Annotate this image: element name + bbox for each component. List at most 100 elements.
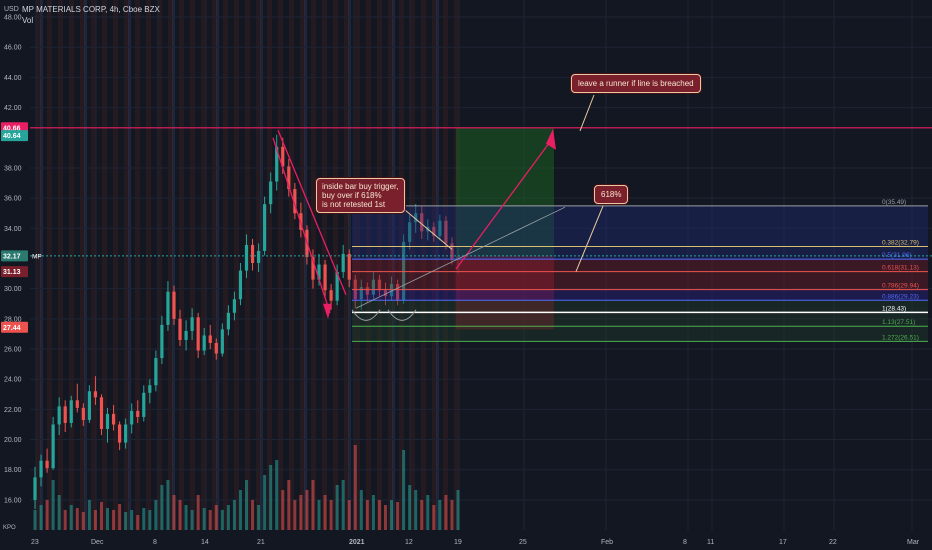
candle-body xyxy=(347,253,351,280)
volume-bar xyxy=(299,495,303,530)
candle-body xyxy=(63,406,67,423)
volume-bar xyxy=(166,480,170,530)
x-tick-label: 8 xyxy=(683,539,687,546)
fib-level-label: 0.618(31.13) xyxy=(882,265,919,272)
volume-bar xyxy=(136,515,140,530)
session-stripe xyxy=(388,0,393,530)
runner-note[interactable]: leave a runner if line is breached xyxy=(571,74,701,93)
volume-bar xyxy=(396,502,400,530)
volume-bar xyxy=(202,508,206,530)
fib-note-connector xyxy=(575,205,604,272)
candle-body xyxy=(130,410,134,425)
resistance-price-tag: 40.66 xyxy=(3,125,21,132)
x-tick-label: Dec xyxy=(91,539,104,546)
candle-body xyxy=(311,256,315,280)
candle-body xyxy=(178,318,182,340)
x-tick-label: 14 xyxy=(201,539,209,546)
candle-body xyxy=(263,204,267,251)
currency-label: USD xyxy=(4,6,19,13)
runner-note-connector xyxy=(579,94,595,132)
candle-body xyxy=(160,324,164,359)
volume-bar xyxy=(287,480,291,530)
volume-bar xyxy=(438,500,442,530)
volume-bar xyxy=(444,495,448,530)
volume-bar xyxy=(208,510,212,530)
y-tick-label: 18.00 xyxy=(4,467,22,474)
current-price-tag-bg xyxy=(1,250,28,262)
volume-bar xyxy=(45,500,49,530)
y-tick-label: 24.00 xyxy=(4,377,22,384)
volume-bar xyxy=(154,500,158,530)
candle-body xyxy=(118,424,122,443)
volume-bar xyxy=(81,512,85,530)
session-stripe xyxy=(113,0,118,530)
session-stripe xyxy=(366,0,371,530)
rising-trend-line xyxy=(355,206,566,309)
week-stripe xyxy=(172,0,175,530)
fib-618-note[interactable]: 618% xyxy=(594,185,629,204)
candle-body xyxy=(93,391,98,398)
volume-bar xyxy=(257,505,261,530)
session-stripe xyxy=(179,0,184,530)
volume-bar xyxy=(51,480,55,530)
candle-body xyxy=(136,410,140,417)
candle-body xyxy=(99,397,104,429)
trigger-note-line-1: inside bar buy trigger, xyxy=(322,182,399,191)
candle-body xyxy=(75,400,79,408)
volume-bar xyxy=(335,485,339,530)
candle-body xyxy=(124,424,128,443)
volume-bar xyxy=(232,500,236,530)
session-stripe xyxy=(355,0,360,530)
volume-bar xyxy=(353,445,357,530)
fib-618-note-text: 618% xyxy=(601,190,622,199)
volume-bar xyxy=(130,510,134,530)
candle-body xyxy=(450,243,454,259)
x-tick-label: 11 xyxy=(707,539,714,546)
volume-bar xyxy=(184,505,188,530)
trigger-note-line-3: is not retested 1st xyxy=(322,200,386,209)
y-tick-label: 30.00 xyxy=(4,286,22,293)
volume-bar xyxy=(329,500,333,530)
upper-price-tag-bg xyxy=(1,130,28,142)
y-tick-label: 16.00 xyxy=(4,497,22,504)
trigger-note[interactable]: inside bar buy trigger, buy over if 618%… xyxy=(316,178,405,213)
candle-body xyxy=(33,477,37,500)
candle-body xyxy=(371,279,375,295)
session-stripe xyxy=(344,0,349,530)
volume-bar xyxy=(196,495,200,530)
fib-band xyxy=(352,300,928,313)
volume-bar xyxy=(390,500,394,530)
runner-note-text: leave a runner if line is breached xyxy=(578,79,694,88)
stop-price-tag-bg xyxy=(1,266,28,278)
week-stripe xyxy=(128,0,131,530)
session-stripe xyxy=(289,0,294,530)
chart-header: MP MATERIALS CORP, 4h, Cboe BZX Vol xyxy=(22,4,160,26)
candle-body xyxy=(444,220,448,244)
candle-body xyxy=(414,213,418,223)
down-trend-line[interactable] xyxy=(277,129,347,295)
fib-band xyxy=(352,205,928,247)
fib-level-label: 1.272(26.51) xyxy=(882,334,919,341)
stop-zone xyxy=(456,255,554,330)
current-symbol-label: MP xyxy=(32,253,42,260)
upper-price-tag: 40.64 xyxy=(3,133,21,140)
candle-body xyxy=(214,342,218,354)
session-stripe xyxy=(157,0,162,530)
down-arrow-line[interactable] xyxy=(272,137,331,314)
target-zone xyxy=(456,127,554,256)
session-stripe xyxy=(124,0,129,530)
up-arrow-line[interactable] xyxy=(455,137,554,270)
candle-body xyxy=(172,291,176,319)
candle-body xyxy=(359,287,363,300)
week-stripe xyxy=(436,0,439,530)
y-tick-label: 28.00 xyxy=(4,316,22,323)
candle-body xyxy=(69,400,73,423)
volume-bar xyxy=(148,510,152,530)
candle-body xyxy=(244,244,249,271)
volume-bar xyxy=(426,495,430,530)
x-tick-label: 12 xyxy=(405,539,413,546)
candle-body xyxy=(184,330,188,340)
fib-band xyxy=(352,326,928,342)
session-stripe xyxy=(278,0,283,530)
